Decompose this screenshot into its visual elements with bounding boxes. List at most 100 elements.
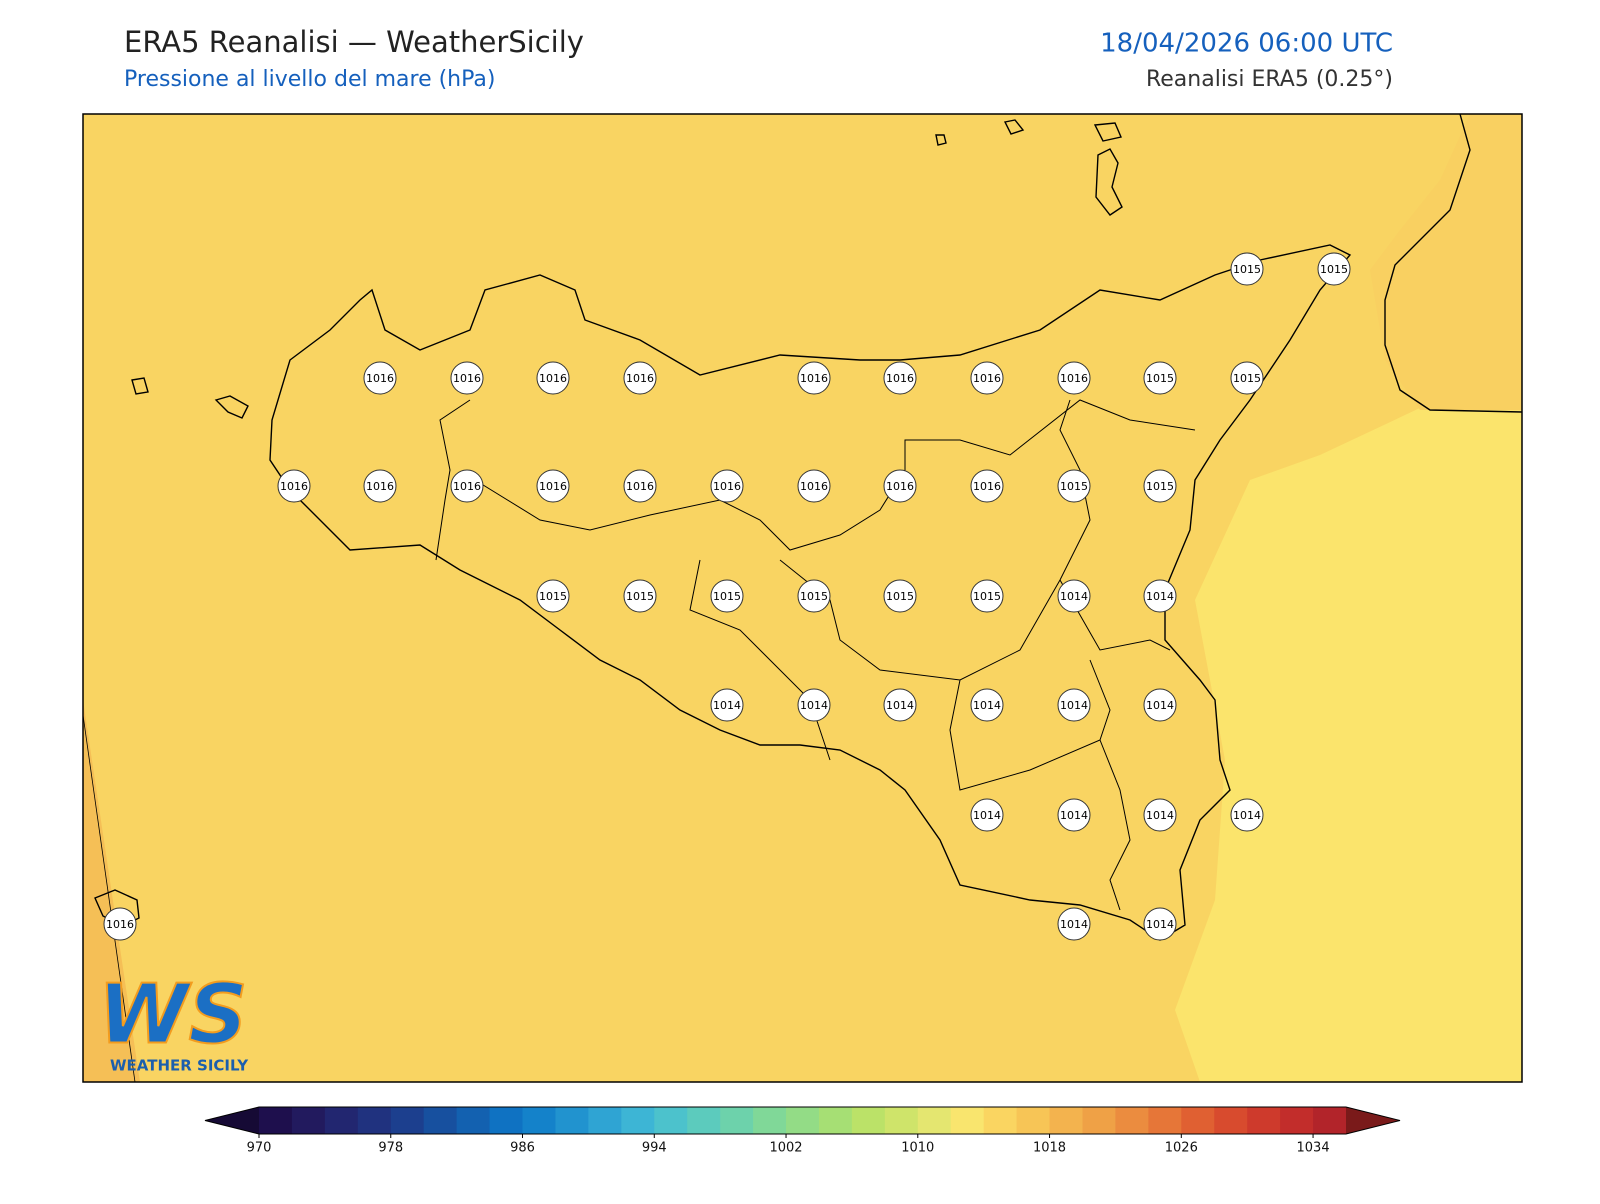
colorbar-tick-label: 1034 <box>1297 1141 1330 1156</box>
colorbar-bin <box>1181 1107 1215 1134</box>
label-circle <box>1143 579 1177 613</box>
colorbar-bin <box>324 1107 359 1134</box>
pressure-label: 1016 <box>366 480 394 493</box>
map-frame <box>82 113 1523 1083</box>
colorbar-bin <box>687 1107 721 1134</box>
pressure-label: 1016 <box>280 480 308 493</box>
colorbar-bin <box>1214 1107 1248 1134</box>
pressure-label: 1016 <box>626 480 654 493</box>
pressure-label: 1014 <box>800 699 828 712</box>
colorbar-tick-label: 986 <box>510 1141 535 1156</box>
colorbar-bin <box>786 1107 820 1134</box>
pressure-label: 1016 <box>1060 372 1088 385</box>
colorbar-bin <box>720 1107 754 1134</box>
pressure-label: 1016 <box>973 480 1001 493</box>
label-circle <box>970 688 1004 722</box>
pressure-label: 1016 <box>886 372 914 385</box>
subtitle: Pressione al livello del mare (hPa) <box>124 67 495 92</box>
pressure-label: 1014 <box>1146 918 1174 931</box>
label-circle <box>1317 252 1351 286</box>
label-circle <box>710 688 744 722</box>
pressure-label: 1014 <box>1060 699 1088 712</box>
label-circle <box>970 469 1004 503</box>
label-circle <box>1143 798 1177 832</box>
pressure-label: 1015 <box>973 590 1001 603</box>
colorbar-bin <box>1082 1107 1116 1134</box>
colorbar-bin <box>588 1107 622 1134</box>
label-circle <box>363 469 397 503</box>
pressure-label: 1014 <box>973 699 1001 712</box>
colorbar-tick-label: 1018 <box>1033 1141 1066 1156</box>
label-circle <box>1143 688 1177 722</box>
colorbar: 970 978 986 994 1002 1010 1018 1026 1034 <box>204 1106 1401 1156</box>
colorbar-bin <box>357 1107 392 1134</box>
colorbar-bin <box>1049 1107 1083 1134</box>
logo: WS WEATHER SICILY <box>97 966 249 1074</box>
colorbar-tick-label: 1010 <box>901 1141 934 1156</box>
colorbar-bin <box>884 1107 919 1134</box>
pressure-labels: 1015 1015 1016 1016 1016 1016 1016 1016 1016 1016… <box>103 252 1351 941</box>
colorbar-bin <box>1115 1107 1149 1134</box>
label-circle <box>1230 252 1264 286</box>
label-circle <box>536 579 570 613</box>
label-circle <box>536 361 570 395</box>
pressure-label: 1015 <box>539 590 567 603</box>
pressure-label: 1014 <box>1060 809 1088 822</box>
pressure-label: 1016 <box>539 372 567 385</box>
colorbar-bin <box>851 1107 886 1134</box>
colorbar-bin <box>1280 1107 1314 1134</box>
label-circle <box>103 907 137 941</box>
colorbar-bin <box>983 1107 1018 1134</box>
colorbar-bin <box>291 1107 326 1134</box>
colorbar-tick-label: 1002 <box>769 1141 802 1156</box>
label-circle <box>1143 361 1177 395</box>
label-circle <box>1057 907 1091 941</box>
pressure-label: 1015 <box>713 590 741 603</box>
label-circle <box>1057 688 1091 722</box>
colorbar-bin <box>950 1107 985 1134</box>
label-circle <box>1057 579 1091 613</box>
pressure-label: 1014 <box>886 699 914 712</box>
label-circle <box>1230 361 1264 395</box>
colorbar-outline <box>204 1106 1401 1135</box>
logo-mark: WS <box>98 967 248 1062</box>
pressure-label: 1016 <box>626 372 654 385</box>
label-circle <box>1057 798 1091 832</box>
colorbar-tick-label: 994 <box>642 1141 667 1156</box>
calabria <box>1370 114 1522 410</box>
label-circle <box>1230 798 1264 832</box>
colorbar-bin <box>753 1107 787 1134</box>
pressure-label: 1015 <box>1060 480 1088 493</box>
pressure-label: 1016 <box>453 372 481 385</box>
calabria-coast <box>1384 113 1523 413</box>
map: 1015 1015 1016 1016 1016 1016 1016 1016 1016 1016… <box>82 113 1523 1083</box>
pressure-label: 1014 <box>1146 590 1174 603</box>
colorbar-bin <box>818 1107 853 1134</box>
label-circle <box>970 579 1004 613</box>
label-circle <box>797 688 831 722</box>
colorbar-extend-low <box>205 1107 259 1134</box>
source: Reanalisi ERA5 (0.25°) <box>1146 67 1393 92</box>
isobar <box>82 714 136 1083</box>
pressure-label: 1016 <box>366 372 394 385</box>
label-circle <box>883 361 917 395</box>
sicily-coast <box>269 244 1352 941</box>
pressure-label: 1015 <box>1233 263 1261 276</box>
pressure-label: 1016 <box>973 372 1001 385</box>
colorbar-tick-label: 970 <box>247 1141 272 1156</box>
colorbar-bin <box>259 1107 293 1134</box>
pressure-label: 1014 <box>973 809 1001 822</box>
label-circle <box>363 361 397 395</box>
label-circle <box>450 361 484 395</box>
colorbar-bin <box>555 1107 589 1134</box>
pressure-label: 1015 <box>800 590 828 603</box>
pressure-label: 1016 <box>800 372 828 385</box>
pressure-label: 1014 <box>1060 918 1088 931</box>
label-circle <box>536 469 570 503</box>
colorbar-tick-label: 978 <box>378 1141 403 1156</box>
label-circle <box>623 469 657 503</box>
label-circle <box>883 688 917 722</box>
label-circle <box>623 579 657 613</box>
pressure-label: 1015 <box>1320 263 1348 276</box>
